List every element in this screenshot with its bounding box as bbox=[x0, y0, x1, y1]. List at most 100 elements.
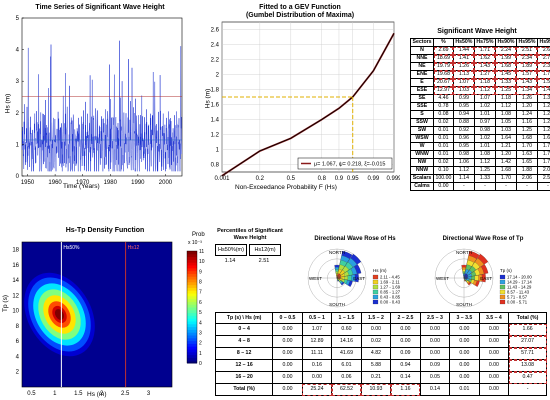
table-cell: 0.95 bbox=[452, 102, 475, 111]
table-cell: 1.18 bbox=[473, 78, 496, 87]
joint-table-header-cell: 1 – 1.5 bbox=[331, 312, 362, 324]
timeseries-ytick-label: 5 bbox=[16, 16, 20, 22]
table-cell: 2.51 bbox=[536, 174, 550, 183]
sectors-table: Sectors%Hs50%Hs75%Hs90%Hs95%Hs99%N2.691.… bbox=[409, 8, 550, 191]
density-hs50-label: Hs50% bbox=[63, 245, 80, 251]
table-cell: 1.99 bbox=[494, 54, 517, 63]
gev-xlabel: Non-Exceedance Probability F (Hs) bbox=[235, 184, 337, 191]
table-cell: 0.94 bbox=[390, 359, 421, 372]
table-cell: 1.18 bbox=[494, 94, 517, 103]
table-cell: 0.00 bbox=[478, 359, 510, 372]
table-cell: ENE bbox=[409, 70, 435, 79]
rose-legend-swatch bbox=[372, 289, 379, 295]
density-xtick-label: 2 bbox=[100, 391, 104, 397]
percentiles-title: Percentiles of Significant bbox=[217, 228, 283, 234]
colorbar-tick-label: 5 bbox=[199, 310, 202, 316]
percentile-hs12-header: Hs12(m) bbox=[249, 244, 281, 256]
timeseries-title: Time Series of Significant Wave Height bbox=[35, 4, 165, 11]
table-cell: 0.01 bbox=[433, 126, 454, 135]
table-cell: 0.16 bbox=[301, 359, 333, 372]
table-cell: 1.07 bbox=[452, 78, 475, 87]
gev-ytick-label: 2.6 bbox=[211, 28, 220, 34]
density-chart: Hs50% Hs12 0.5 1 1.5 2 2.5 3 2 4 6 8 10 12 14 16 18 bbox=[12, 241, 173, 397]
joint-table-header-cell: 0.5 – 1 bbox=[301, 312, 333, 324]
gev-xtick-label: 0.999 bbox=[386, 176, 400, 182]
table-cell: 0.01 bbox=[433, 150, 454, 159]
table-cell: 100.00 bbox=[433, 174, 454, 183]
sectors-table-header-row: Sectors%Hs50%Hs75%Hs90%Hs95%Hs99% bbox=[409, 38, 550, 47]
gev-empirical-line bbox=[221, 33, 395, 177]
rose-legend-label: 1.27 - 1.69 bbox=[380, 285, 401, 290]
table-cell: 1.12 bbox=[473, 158, 496, 167]
sectors-table-spacer bbox=[410, 8, 550, 38]
rose-legend-label: 17.14 - 20.00 bbox=[507, 275, 532, 280]
rose-legend-swatch bbox=[372, 274, 379, 280]
table-cell: 1.07 bbox=[473, 94, 496, 103]
table-cell: 0.00 bbox=[272, 347, 303, 360]
table-cell: 1.25 bbox=[494, 86, 517, 95]
rose-legend-swatch bbox=[499, 299, 506, 305]
table-cell: 0.00 bbox=[449, 347, 480, 360]
table-cell: 18.69 bbox=[433, 54, 454, 63]
joint-table-header-cell: Total (%) bbox=[508, 312, 547, 324]
colorbar-segment bbox=[187, 287, 197, 291]
gev-xtick-label: 0.95 bbox=[347, 176, 359, 182]
table-cell: 0.14 bbox=[390, 371, 421, 384]
table-cell: 16 – 20 bbox=[214, 371, 274, 384]
timeseries-xtick-label: 1950 bbox=[21, 180, 35, 186]
colorbar-segment bbox=[187, 340, 197, 344]
timeseries-xtick-label: 1990 bbox=[131, 180, 145, 186]
table-cell: 1.27 bbox=[536, 102, 550, 111]
table-cell: 0.00 bbox=[390, 323, 421, 336]
sectors-table-header-cell: Hs95% bbox=[515, 38, 538, 47]
rose-legend-swatch bbox=[499, 284, 506, 290]
table-cell: 0.00 bbox=[272, 323, 303, 336]
table-cell: 0.01 bbox=[433, 142, 454, 151]
table-cell: 1.26 bbox=[452, 62, 475, 71]
rose-legend-title: Hs (m) bbox=[373, 268, 387, 273]
rose-legend-swatch bbox=[499, 289, 506, 295]
table-row: SW0.010.920.981.031.251.25 bbox=[409, 126, 550, 135]
density-xlabel: Hs (m) bbox=[87, 391, 107, 398]
table-cell: 1.70 bbox=[536, 150, 550, 159]
sectors-table-header-cell: Hs75% bbox=[473, 38, 496, 47]
table-cell: E bbox=[409, 78, 435, 87]
timeseries-xtick-label: 1970 bbox=[76, 180, 90, 186]
colorbar-segment bbox=[187, 312, 197, 316]
table-cell: 0.94 bbox=[452, 110, 475, 119]
colorbar-tick-label: 10 bbox=[199, 259, 205, 265]
table-row: NW0.021.061.121.421.651.70 bbox=[409, 158, 550, 167]
gev-xtick-label: 0.8 bbox=[318, 176, 327, 182]
table-cell: 62.52 bbox=[331, 383, 362, 396]
colorbar-segment bbox=[187, 301, 197, 305]
gev-ytick-label: 1.4 bbox=[211, 118, 220, 124]
rose-legend-label: 1.69 - 2.11 bbox=[380, 280, 400, 285]
table-cell: 11.11 bbox=[301, 347, 333, 360]
colorbar-segment bbox=[187, 307, 197, 311]
colorbar-segment bbox=[187, 265, 197, 269]
table-cell: 0.98 bbox=[473, 126, 496, 135]
table-cell: NW bbox=[409, 158, 435, 167]
colorbar-segment bbox=[187, 337, 197, 342]
table-cell: 1.27 bbox=[473, 70, 496, 79]
table-cell: 8 – 12 bbox=[214, 347, 274, 360]
table-cell: 1.25 bbox=[473, 166, 496, 175]
table-cell: 0.00 bbox=[301, 371, 333, 384]
gev-xtick-label: 0.9 bbox=[335, 176, 344, 182]
colorbar-tick-label: 6 bbox=[199, 300, 202, 306]
table-cell: SE bbox=[409, 94, 435, 103]
table-cell: Calms bbox=[409, 182, 435, 191]
joint-table-header-cell: Tp (s) \ Hs (m) bbox=[214, 312, 274, 324]
sectors-table-title: Significant Wave Height bbox=[437, 28, 517, 35]
rose-legend-title: Tp (s) bbox=[500, 268, 512, 273]
colorbar-segment bbox=[187, 290, 197, 294]
percentiles-subtitle: Wave Height bbox=[233, 235, 267, 241]
rose-label-west: WEST bbox=[436, 276, 449, 281]
rose-legend-label: 8.57 - 11.43 bbox=[507, 290, 530, 295]
table-cell: 0.00 bbox=[449, 371, 480, 384]
table-row: 12 – 16 0.00 0.16 6.01 5.88 0.94 0.09 0.00 0.00 1… bbox=[214, 359, 547, 372]
table-cell: 1.23 bbox=[536, 118, 550, 127]
colorbar-segment bbox=[187, 298, 197, 302]
